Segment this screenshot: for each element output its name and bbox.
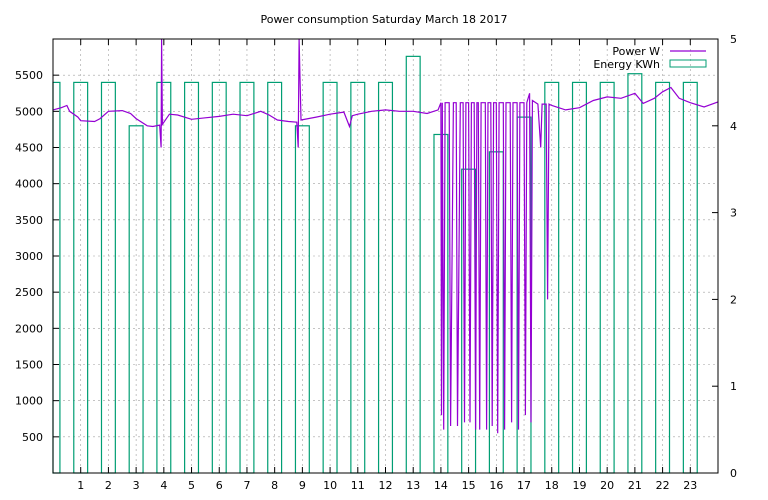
energy-bar [52, 81, 61, 474]
x-tick-label: 15 [462, 479, 476, 492]
x-tick-label: 3 [133, 479, 140, 492]
x-tick-label: 22 [656, 479, 670, 492]
energy-bars [52, 55, 698, 474]
y2-tick-label: 5 [730, 33, 737, 46]
power-line [52, 38, 719, 434]
x-tick-label: 5 [188, 479, 195, 492]
y2-tick-label: 4 [730, 120, 737, 133]
x-tick-label: 11 [351, 479, 365, 492]
x-tick-label: 12 [379, 479, 393, 492]
energy-bar [627, 73, 643, 474]
x-tick-label: 20 [600, 479, 614, 492]
x-tick-label: 8 [271, 479, 278, 492]
x-tick-label: 1 [77, 479, 84, 492]
y2-tick-label: 1 [730, 380, 737, 393]
x-tick-label: 6 [216, 479, 223, 492]
legend-label-energy: Energy KWh [593, 58, 660, 71]
x-tick-label: 10 [323, 479, 337, 492]
y-tick-label: 3500 [15, 214, 43, 227]
x-tick-label: 9 [299, 479, 306, 492]
legend: Power W Energy KWh [593, 45, 707, 71]
y-tick-label: 2000 [15, 322, 43, 335]
x-tick-label: 4 [160, 479, 167, 492]
y-tick-label: 1500 [15, 359, 43, 372]
y-tick-label: 2500 [15, 286, 43, 299]
x-tick-label: 13 [406, 479, 420, 492]
x-tick-label: 16 [489, 479, 503, 492]
x-tick-label: 21 [628, 479, 642, 492]
y2-tick-label: 0 [730, 467, 737, 480]
x-tick-label: 19 [572, 479, 586, 492]
x-tick-label: 17 [517, 479, 531, 492]
y-tick-label: 5000 [15, 105, 43, 118]
y-tick-label: 500 [22, 431, 43, 444]
y-tick-label: 3000 [15, 250, 43, 263]
x-tick-label: 18 [545, 479, 559, 492]
grid-lines [53, 39, 718, 473]
y-tick-label: 4000 [15, 178, 43, 191]
y-tick-label: 4500 [15, 142, 43, 155]
y-tick-label: 1000 [15, 395, 43, 408]
legend-swatch-energy [669, 59, 707, 68]
x-tick-label: 23 [683, 479, 697, 492]
x-tick-label: 14 [434, 479, 448, 492]
x-tick-label: 2 [105, 479, 112, 492]
power-line-group [52, 38, 719, 434]
legend-label-power: Power W [612, 45, 660, 58]
axis-ticks: 1 2 3 4 5 6 7 8 9 10 11 12 13 14 15 16 17 18 19 20 21 22 23500… [15, 33, 737, 492]
chart-title: Power consumption Saturday March 18 2017 [260, 13, 507, 26]
y2-tick-label: 3 [730, 207, 737, 220]
y2-tick-label: 2 [730, 293, 737, 306]
y-tick-label: 5500 [15, 69, 43, 82]
x-tick-label: 7 [243, 479, 250, 492]
